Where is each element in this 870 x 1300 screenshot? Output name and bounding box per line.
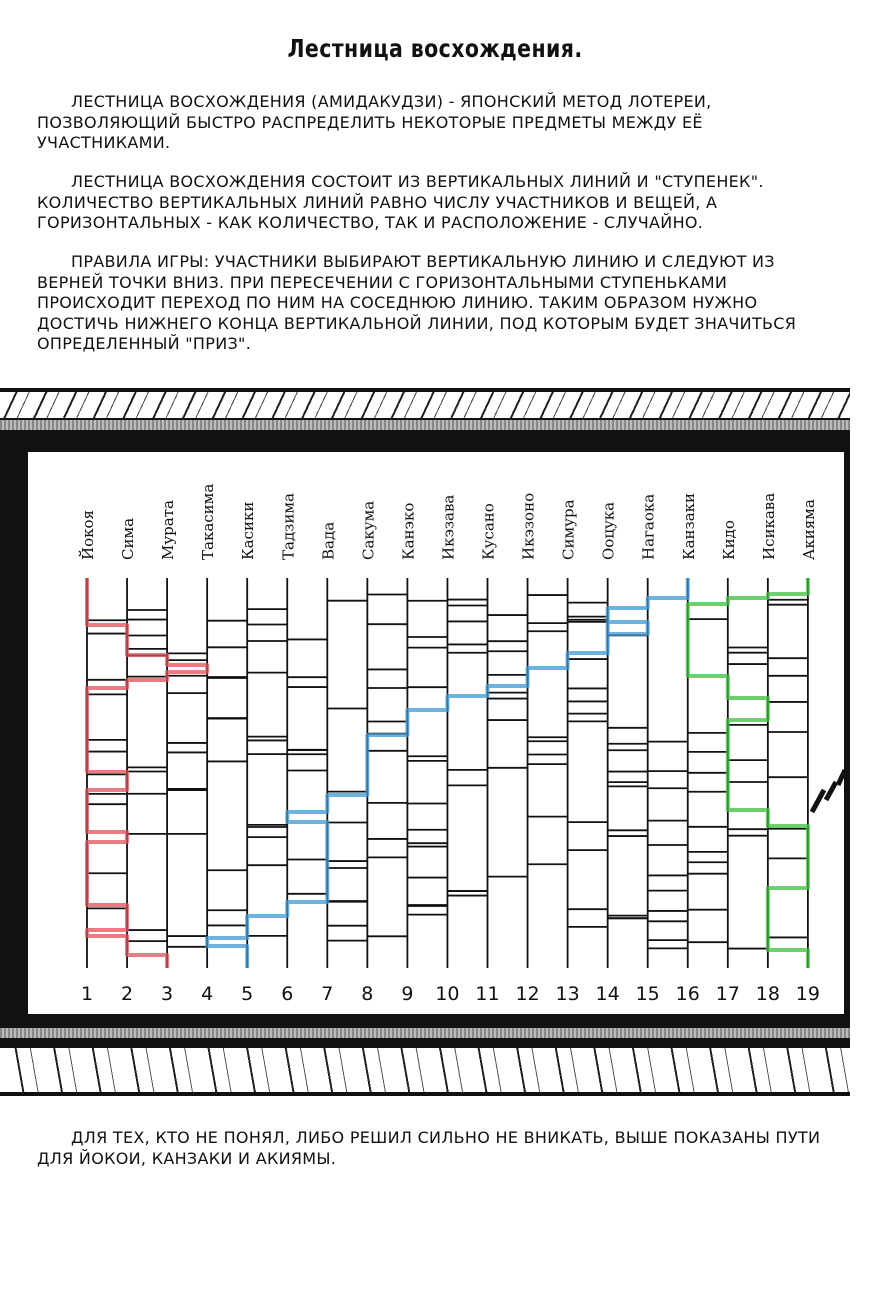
participant-name: Акияма [800,499,818,560]
prize-number: 7 [321,983,333,1005]
participant-name: Симура [560,499,578,560]
structure-paragraph: Лестница восхождения состоит из вертикал… [37,172,837,234]
path-yokoya [85,578,210,968]
prize-number: 15 [636,983,660,1005]
prize-number: 13 [556,983,580,1005]
top-hatching [0,392,850,418]
prize-number: 19 [796,983,820,1005]
rules-text: Правила игры: участники выбирают вертика… [37,252,797,353]
bottom-hatching [0,1048,850,1092]
participant-name: Такасима [199,484,217,560]
prize-number: 3 [161,983,173,1005]
emphasis-mark [809,788,827,814]
prize-number: 14 [596,983,620,1005]
participant-name: Кусано [480,503,498,560]
participant-name: Канэко [399,503,417,560]
footer-text: Для тех, кто не понял, либо решил сильно… [37,1128,821,1168]
prize-number: 11 [475,983,499,1005]
prize-number: 6 [281,983,293,1005]
participant-name: Вада [319,522,337,560]
intro-paragraph: Лестница восхождения (амидакудзи) - япон… [37,92,837,154]
emphasis-mark [823,780,839,802]
participant-name: Сакума [359,501,377,560]
path-kanzaki [205,578,690,968]
participant-name: Йокоя [78,510,97,560]
prize-number: 4 [201,983,213,1005]
prize-number: 10 [435,983,459,1005]
participant-name: Кидо [720,520,738,560]
participant-name: Икэзава [439,495,457,560]
participant-name: Канзаки [680,493,698,560]
top-screentone [0,420,850,430]
participant-name: Касики [239,502,257,560]
page-title: Лестница восхождения. [287,34,583,63]
emphasis-mark [835,768,848,787]
prize-number: 2 [121,983,133,1005]
participant-name: Тадзима [279,493,297,560]
participant-name: Нагаока [640,494,658,560]
participant-name: Мурата [159,500,177,560]
prize-number: 5 [241,983,253,1005]
prize-number: 8 [361,983,373,1005]
footer-paragraph: Для тех, кто не понял, либо решил сильно… [37,1128,837,1169]
prize-number: 18 [756,983,780,1005]
rules-paragraph: Правила игры: участники выбирают вертика… [37,252,837,355]
participant-name: Сима [119,518,137,560]
prize-number: 17 [716,983,740,1005]
participant-name: Икэзоно [520,493,538,560]
prize-number: 1 [81,983,93,1005]
prize-number: 12 [515,983,539,1005]
path-akiyama [685,578,810,968]
intro-text: Лестница восхождения (амидакудзи) - япон… [37,92,712,152]
prize-number: 16 [676,983,700,1005]
structure-text: Лестница восхождения состоит из вертикал… [37,172,764,232]
participant-name: Ооцука [600,502,618,560]
participant-name: Исикава [760,493,778,560]
bottom-screentone [0,1028,850,1038]
prize-number: 9 [401,983,413,1005]
